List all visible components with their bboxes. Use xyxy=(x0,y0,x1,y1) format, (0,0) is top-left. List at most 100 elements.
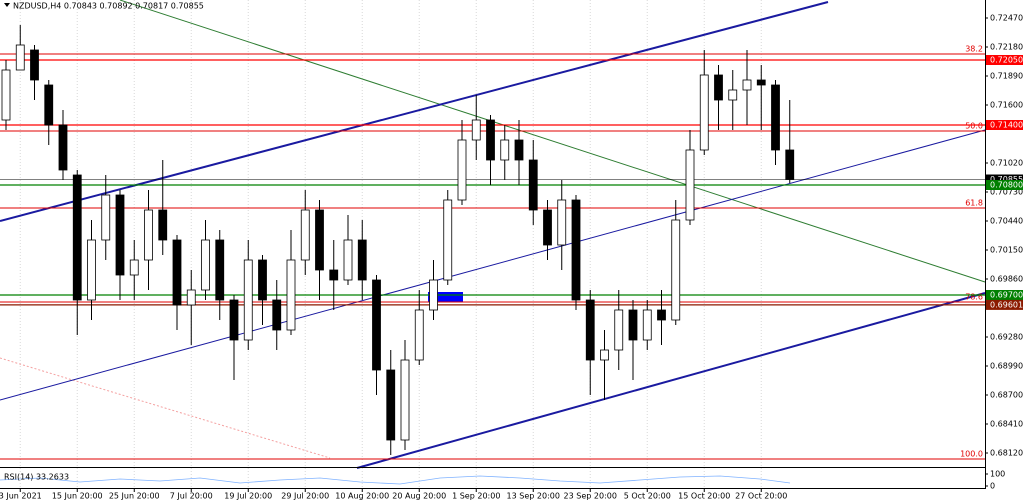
candle-body xyxy=(229,299,239,341)
level-tag xyxy=(986,299,1023,310)
candle-body xyxy=(500,139,510,161)
candle-body xyxy=(300,209,310,261)
x-tick-label: 20 Aug 20:00 xyxy=(392,492,446,501)
candle-body xyxy=(429,279,438,311)
x-tick-label: 3 Jun 2021 xyxy=(0,492,42,501)
level-label: 0.69601 xyxy=(990,300,1023,309)
y-tick-label: 0.70440 xyxy=(990,217,1023,226)
candle-body xyxy=(771,84,780,151)
candle-body xyxy=(115,194,125,276)
candle-body xyxy=(272,299,282,331)
candle-body xyxy=(87,239,96,301)
level-label: 0.70855 xyxy=(990,175,1023,184)
x-tick-label: 5 Oct 20:00 xyxy=(624,492,671,501)
rsi-line xyxy=(0,475,791,485)
x-tick-label: 29 Jul 20:00 xyxy=(281,492,329,501)
candle-body xyxy=(1,69,11,121)
candle-body xyxy=(372,279,381,371)
candle-body xyxy=(286,259,296,331)
x-tick-label: 7 Jul 20:00 xyxy=(170,492,213,501)
candle-body xyxy=(699,74,709,151)
y-tick-label: 0.70150 xyxy=(990,246,1023,255)
candle-body xyxy=(714,74,723,101)
zone-box xyxy=(428,292,463,302)
fib-label: 38.2 xyxy=(965,45,983,54)
level-label: 0.70800 xyxy=(990,181,1023,190)
level-label: 0.71400 xyxy=(990,121,1023,130)
candle-body xyxy=(785,149,795,180)
candle-body xyxy=(215,239,225,301)
candle-body xyxy=(44,84,54,126)
candle-body xyxy=(671,219,681,321)
x-tick-label: 1 Sep 20:00 xyxy=(452,492,500,501)
x-tick-label: 27 Oct 20:00 xyxy=(735,492,787,501)
candle-body xyxy=(144,209,153,261)
rsi-label: RSI(14) 33.2633 xyxy=(4,473,69,482)
candle-body xyxy=(158,209,168,241)
candle-body xyxy=(728,89,738,101)
candle-body xyxy=(543,209,552,246)
y-tick-label: 0.68410 xyxy=(990,420,1023,429)
candle-body xyxy=(514,139,524,161)
candle-body xyxy=(129,259,139,276)
candle-body xyxy=(186,289,196,306)
level-tag xyxy=(986,120,1023,130)
x-tick-label: 23 Sep 20:00 xyxy=(564,492,617,501)
candle-body xyxy=(685,149,695,221)
candle-body xyxy=(614,309,624,351)
y-tick-label: 0.69280 xyxy=(990,333,1023,342)
x-tick-label: 13 Sep 20:00 xyxy=(507,492,560,501)
candle-body xyxy=(329,269,339,281)
y-tick-label: 0.72180 xyxy=(990,43,1023,52)
trend-line xyxy=(119,0,986,283)
candle-body xyxy=(101,194,111,241)
candle-body xyxy=(58,124,68,171)
chart-title: NZDUSD,H4 0.70843 0.70892 0.70817 0.7085… xyxy=(13,2,204,11)
level-tag xyxy=(986,174,1023,185)
menu-icon xyxy=(4,3,10,7)
candle-body xyxy=(30,49,39,81)
level-tag xyxy=(986,180,1023,190)
y-tick-label: 0.72470 xyxy=(990,14,1023,23)
candle-body xyxy=(315,209,324,271)
candle-body xyxy=(201,239,210,291)
candle-body xyxy=(528,159,538,211)
candle-body xyxy=(443,199,453,281)
fib-label: 61.8 xyxy=(965,199,983,208)
level-tag xyxy=(986,55,1023,65)
candle-body xyxy=(486,119,495,161)
y-tick-label: 0.71600 xyxy=(990,101,1023,110)
x-tick-label: 19 Jul 20:00 xyxy=(224,492,272,501)
y-tick-label: 0.68990 xyxy=(990,362,1023,371)
level-tag xyxy=(986,290,1023,300)
x-tick-label: 10 Aug 20:00 xyxy=(335,492,389,501)
level-label: 0.72050 xyxy=(990,56,1023,65)
y-tick-label: 0.68120 xyxy=(990,449,1023,458)
candle-body xyxy=(471,119,481,141)
candle-body xyxy=(243,259,253,341)
fib-label: 78.6 xyxy=(965,293,983,302)
candle-body xyxy=(756,79,766,86)
y-tick-label: 0.68700 xyxy=(990,391,1023,400)
fib-label: 100.0 xyxy=(960,450,983,459)
channel-line xyxy=(356,292,986,469)
candle-body xyxy=(571,199,581,301)
y-tick-label: 0.71020 xyxy=(990,159,1023,168)
candle-body xyxy=(357,239,367,281)
candle-body xyxy=(457,139,467,201)
candle-body xyxy=(72,174,82,301)
level-label: 0.69700 xyxy=(990,291,1023,300)
y-tick-label: 0.69860 xyxy=(990,275,1023,284)
candle-body xyxy=(628,309,638,341)
fib-label: 50.0 xyxy=(965,122,983,131)
candle-body xyxy=(414,309,424,361)
candle-body xyxy=(343,239,353,281)
candle-body xyxy=(258,259,267,301)
x-tick-label: 15 Jun 20:00 xyxy=(52,492,103,501)
candle-body xyxy=(15,44,25,71)
x-tick-label: 15 Oct 20:00 xyxy=(678,492,730,501)
candle-body xyxy=(600,349,609,361)
candle-body xyxy=(557,199,567,246)
